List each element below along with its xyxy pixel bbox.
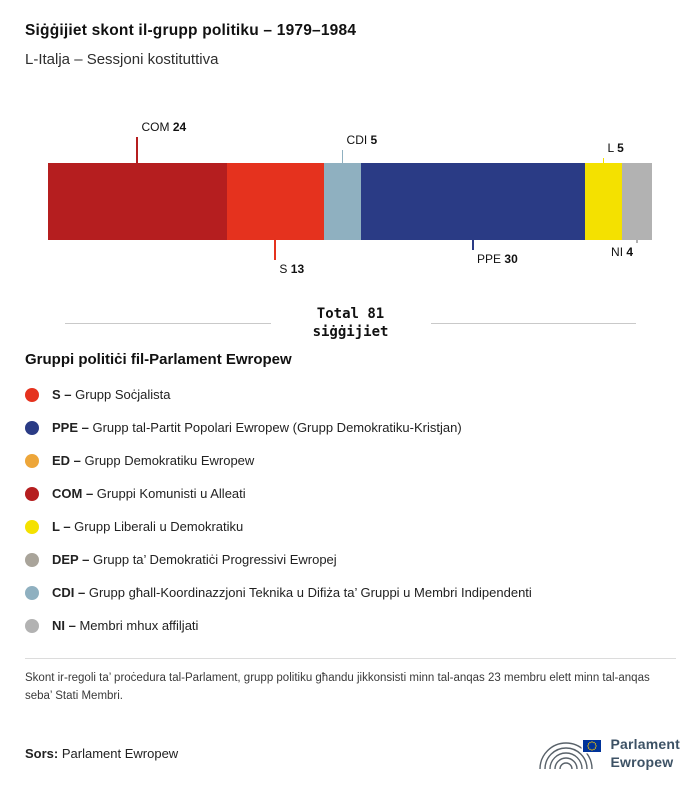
legend-code: L – — [52, 519, 75, 535]
source: Sors: Parlament Ewropew — [25, 746, 178, 761]
bar-label-value: 13 — [290, 262, 305, 276]
seat-bar — [48, 163, 652, 240]
bar-label-cdi: CDI 5 — [347, 133, 378, 147]
legend-dot-ed — [25, 453, 39, 468]
legend-name: Grupp għall-Koordinazzjoni Teknika u Dif… — [88, 585, 532, 601]
legend-item-s: S – Grupp Soċjalista — [25, 378, 676, 411]
legend-list: S – Grupp Soċjalista PPE – Grupp tal-Part… — [25, 378, 676, 642]
legend-dot-ppe — [25, 420, 39, 435]
ep-logo: Parlament Ewropew — [538, 732, 681, 774]
legend-code: DEP – — [52, 552, 93, 568]
eu-flag-icon — [582, 740, 601, 752]
legend-code: ED – — [52, 453, 85, 469]
leader-line-l — [602, 158, 605, 163]
legend-label: PPE – Grupp tal-Partit Popolari Ewropew … — [52, 420, 462, 435]
legend-dot-com — [25, 486, 39, 501]
legend-code: NI – — [52, 618, 80, 634]
bar-label-code: COM — [141, 120, 173, 134]
bar-segment-s[interactable] — [226, 163, 324, 240]
bar-segment-com[interactable] — [48, 163, 227, 240]
page-title: Siġġijiet skont il-grupp politiku – 1979… — [25, 22, 357, 39]
legend-label: COM – Gruppi Komunisti u Alleati — [52, 486, 246, 501]
leader-line-s — [274, 240, 276, 260]
legend-label: DEP – Grupp ta’ Demokratiċi Progressivi … — [52, 552, 337, 567]
legend-name: Grupp Demokratiku Ewropew — [84, 453, 255, 469]
ep-logo-line2: Ewropew — [610, 754, 674, 770]
total-line2: siġġijiet — [312, 324, 389, 341]
ep-logo-text: Parlament Ewropew — [611, 735, 681, 771]
legend-dot-l — [25, 519, 39, 534]
seat-chart: COM 24 S 13 CDI 5 PPE 30 L 5 NI 4 — [48, 120, 652, 281]
ep-logo-line1: Parlament — [610, 735, 680, 752]
legend-name: Grupp tal-Partit Popolari Ewropew (Grupp… — [92, 420, 462, 436]
legend-item-ppe: PPE – Grupp tal-Partit Popolari Ewropew … — [25, 411, 676, 444]
total-label: Total 81 siġġijiet — [271, 305, 431, 341]
legend-item-cdi: CDI – Grupp għall-Koordinazzjoni Teknika… — [25, 576, 676, 609]
legend-item-dep: DEP – Grupp ta’ Demokratiċi Progressivi … — [25, 543, 676, 576]
legend-item-ni: NI – Membri mhux affiljati — [25, 609, 676, 642]
bar-segment-l[interactable] — [584, 163, 623, 240]
legend-dot-cdi — [25, 585, 39, 600]
hemicycle-icon — [538, 738, 602, 770]
footnote: Skont ir-regoli ta’ proċedura tal-Parlam… — [25, 672, 650, 703]
bar-label-value: 5 — [370, 133, 378, 147]
leader-line-ppe — [472, 240, 474, 250]
bar-label-code: PPE — [477, 252, 505, 266]
bar-segment-ppe[interactable] — [361, 163, 585, 240]
legend-code: PPE – — [52, 420, 93, 436]
legend-dot-s — [25, 387, 39, 402]
legend-item-l: L – Grupp Liberali u Demokratiku — [25, 510, 676, 543]
bottom-row: Sors: Parlament Ewropew — [25, 732, 680, 774]
bar-label-value: 4 — [626, 245, 634, 259]
source-value: Parlament Ewropew — [61, 745, 179, 761]
legend-heading: Gruppi politiċi fil-Parlament Ewropew — [25, 351, 292, 369]
legend-label: ED – Grupp Demokratiku Ewropew — [52, 453, 254, 468]
bar-label-code: CDI — [346, 133, 371, 147]
leader-line-com — [136, 137, 138, 163]
legend-dot-dep — [25, 552, 39, 567]
page-subtitle: L-Italja – Sessjoni kostituttiva — [25, 51, 219, 68]
legend-name: Grupp Liberali u Demokratiku — [74, 519, 244, 535]
bar-label-com: COM 24 — [141, 120, 186, 134]
total-row: Total 81 siġġijiet — [25, 305, 676, 341]
legend-label: L – Grupp Liberali u Demokratiku — [52, 519, 243, 534]
legend-code: CDI – — [52, 585, 89, 601]
leader-line-ni — [636, 240, 638, 243]
bar-label-s: S 13 — [279, 262, 304, 276]
total-rule-left — [65, 322, 271, 324]
bar-label-code: NI — [611, 245, 627, 259]
bar-label-ppe: PPE 30 — [477, 252, 518, 266]
legend-code: S – — [52, 387, 76, 403]
legend-label: S – Grupp Soċjalista — [52, 387, 171, 402]
bar-label-l: L 5 — [608, 141, 624, 155]
total-line1: Total 81 — [316, 306, 385, 322]
source-label: Sors: — [25, 745, 59, 761]
legend-dot-ni — [25, 618, 39, 633]
legend-label: CDI – Grupp għall-Koordinazzjoni Teknika… — [52, 585, 532, 600]
legend-name: Membri mhux affiljati — [79, 618, 199, 634]
bar-label-code: S — [279, 262, 291, 276]
bar-label-ni: NI 4 — [611, 245, 633, 259]
legend-name: Grupp ta’ Demokratiċi Progressivi Ewrope… — [92, 552, 337, 568]
total-rule-right — [430, 322, 636, 324]
legend-name: Gruppi Komunisti u Alleati — [96, 486, 246, 502]
bar-label-value: 30 — [504, 252, 518, 266]
legend-code: COM – — [52, 486, 97, 502]
legend-name: Grupp Soċjalista — [75, 387, 171, 403]
divider — [25, 658, 676, 660]
bar-label-code: L — [607, 141, 618, 155]
bar-label-value: 24 — [172, 120, 187, 134]
bar-segment-ni[interactable] — [622, 163, 652, 240]
bar-label-value: 5 — [617, 141, 624, 155]
legend-item-com: COM – Gruppi Komunisti u Alleati — [25, 477, 676, 510]
legend-label: NI – Membri mhux affiljati — [52, 618, 198, 633]
bar-segment-cdi[interactable] — [323, 163, 362, 240]
eu-flag-stars — [586, 741, 597, 751]
leader-line-cdi — [341, 150, 344, 163]
legend-item-ed: ED – Grupp Demokratiku Ewropew — [25, 444, 676, 477]
